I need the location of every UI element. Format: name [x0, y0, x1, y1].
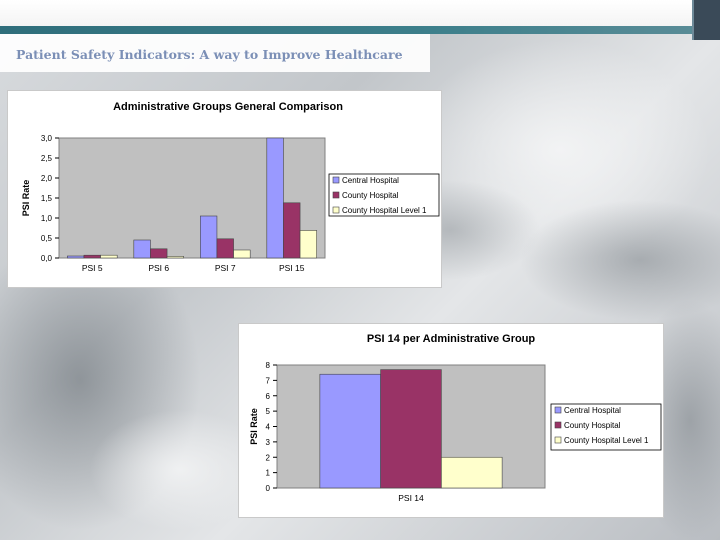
bar [216, 238, 234, 259]
y-tick-label: 4 [266, 423, 271, 432]
x-tick-label: PSI 5 [82, 263, 103, 273]
y-tick-label: 0 [266, 484, 271, 493]
legend-entry: County Hospital Level 1 [342, 206, 427, 215]
y-tick-label: 7 [266, 376, 271, 385]
y-tick-label: 0,5 [41, 234, 53, 243]
x-tick-label: PSI 14 [398, 493, 424, 503]
chart-general-comparison: Administrative Groups General Comparison… [7, 90, 442, 288]
y-axis-label: PSI Rate [21, 180, 31, 217]
legend-swatch [332, 176, 340, 184]
bar [100, 254, 118, 259]
y-tick-label: 5 [266, 407, 271, 416]
y-tick-label: 2 [266, 453, 271, 462]
y-tick-label: 3,0 [41, 134, 53, 143]
legend-box [328, 173, 440, 217]
legend-swatch [554, 421, 562, 429]
legend-swatch [554, 406, 562, 414]
legend-swatch [554, 436, 562, 444]
bar [266, 137, 284, 259]
legend-entry: County Hospital [564, 421, 621, 430]
corner-decoration [692, 0, 720, 40]
x-tick-label: PSI 6 [148, 263, 169, 273]
header-accent-strip [0, 26, 720, 34]
x-tick-label: PSI 7 [215, 263, 236, 273]
bar [83, 254, 101, 259]
y-tick-label: 2,5 [41, 154, 53, 163]
x-tick-label: PSI 15 [279, 263, 305, 273]
legend-entry: Central Hospital [564, 406, 621, 415]
chart-title: PSI 14 per Administrative Group [367, 333, 536, 345]
y-tick-label: 1,0 [41, 214, 53, 223]
legend-swatch [332, 191, 340, 199]
bar [380, 369, 442, 489]
legend-swatch [332, 206, 340, 214]
bar [283, 202, 301, 259]
y-tick-label: 1,5 [41, 194, 53, 203]
chart-psi14-svg: PSI 14 per Administrative Group PSI Rate 0… [249, 333, 662, 503]
chart-general-comparison-svg: Administrative Groups General Comparison… [21, 101, 440, 273]
legend-box [550, 403, 662, 451]
y-tick-label: 1 [266, 469, 271, 478]
bar [67, 255, 85, 259]
top-bar [0, 0, 720, 26]
bar [166, 256, 184, 259]
bar [150, 248, 168, 259]
bar [233, 249, 251, 259]
y-tick-label: 2,0 [41, 174, 53, 183]
bar [441, 456, 503, 489]
page-title: Patient Safety Indicators: A way to Impr… [16, 47, 403, 62]
chart-title: Administrative Groups General Comparison [113, 101, 343, 113]
y-tick-label: 6 [266, 392, 271, 401]
legend-entry: County Hospital [342, 191, 399, 200]
chart-psi14-per-group: PSI 14 per Administrative Group PSI Rate 0… [238, 323, 664, 518]
y-axis-label: PSI Rate [249, 408, 259, 445]
title-band [0, 34, 430, 72]
bar [319, 373, 381, 489]
legend-entry: County Hospital Level 1 [564, 436, 649, 445]
bar [299, 230, 317, 259]
y-tick-label: 0,0 [41, 254, 53, 263]
legend-entry: Central Hospital [342, 176, 399, 185]
y-tick-label: 3 [266, 438, 271, 447]
bar [133, 239, 151, 259]
bar [200, 215, 218, 259]
y-tick-label: 8 [266, 361, 271, 370]
